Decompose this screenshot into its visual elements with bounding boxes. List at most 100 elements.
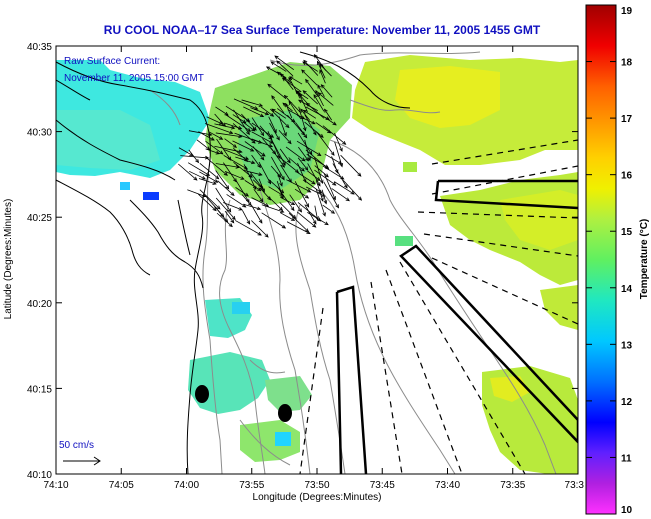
sst-pixel <box>120 182 130 190</box>
current-vector <box>315 188 326 217</box>
current-vector <box>282 102 293 112</box>
current-vector <box>274 55 295 71</box>
current-vector <box>215 163 240 169</box>
current-vector <box>323 181 339 209</box>
current-vector <box>297 157 309 171</box>
current-vector <box>205 140 224 155</box>
current-vector <box>297 162 307 183</box>
current-vector <box>253 188 264 203</box>
current-vector <box>315 89 324 107</box>
current-vector <box>241 99 264 107</box>
current-vector <box>197 193 217 212</box>
y-axis-ticks: 40:35 40:30 40:25 40:20 40:15 40:10 <box>27 42 578 481</box>
current-vector <box>288 157 305 172</box>
current-vector <box>298 99 318 111</box>
colorbar-tick-label: 15 <box>621 227 633 238</box>
current-vector <box>302 90 319 105</box>
current-vector <box>222 202 243 211</box>
current-vector <box>233 109 250 136</box>
colorbar-tick-label: 14 <box>621 284 633 295</box>
current-vector <box>320 84 333 98</box>
coastline <box>56 51 411 474</box>
colorbar-label: Temperature (°C) <box>639 219 650 300</box>
sst-patch-northeast-warm <box>395 66 500 128</box>
current-vector <box>261 212 287 229</box>
sst-patch-south <box>188 352 270 414</box>
current-vector <box>296 171 316 185</box>
current-vector <box>223 162 237 183</box>
current-vector <box>313 94 325 112</box>
current-vector <box>199 171 219 183</box>
current-vector <box>214 123 236 130</box>
current-vector <box>187 162 211 176</box>
colorbar-tick-label: 10 <box>621 505 633 516</box>
current-vector <box>199 162 220 180</box>
colorbar-ticks: 19 18 17 16 15 14 13 12 11 10 <box>586 4 633 516</box>
current-vector <box>269 122 280 141</box>
current-vector <box>286 221 311 235</box>
sst-pixel-cold <box>143 192 159 200</box>
current-vector <box>243 169 263 177</box>
current-vector <box>278 116 287 137</box>
surface-current-vectors <box>178 53 363 238</box>
current-vector <box>224 149 250 160</box>
current-vector <box>251 154 261 169</box>
y-tick-label: 40:30 <box>27 128 52 139</box>
current-vector <box>280 196 296 206</box>
current-vector <box>304 121 324 138</box>
current-vector <box>242 203 262 211</box>
current-vector <box>334 141 344 168</box>
current-vector <box>235 187 250 197</box>
current-vector <box>241 194 252 207</box>
current-vector <box>225 114 252 132</box>
y-tick-label: 40:35 <box>27 42 52 53</box>
current-vector <box>252 146 265 161</box>
current-vector <box>305 181 323 194</box>
station-marker <box>195 385 209 403</box>
current-vector <box>243 122 256 132</box>
colorbar-tick-label: 17 <box>621 114 633 125</box>
sst-pixel <box>395 236 413 246</box>
current-vector <box>250 107 270 116</box>
current-vector <box>332 163 348 189</box>
x-tick-label: 73:35 <box>500 480 525 491</box>
current-vector <box>303 59 319 76</box>
current-vector <box>260 106 275 117</box>
current-vector <box>244 180 262 191</box>
current-label: Raw Surface Current: <box>64 56 160 67</box>
current-vector <box>307 170 321 181</box>
current-vector <box>289 194 303 213</box>
current-vector <box>295 122 308 139</box>
current-vector <box>199 189 221 210</box>
current-vector <box>283 94 301 113</box>
current-vector <box>295 89 309 105</box>
current-vector <box>279 148 291 164</box>
current-vector <box>276 60 294 77</box>
current-vector <box>189 170 207 180</box>
current-vector <box>270 156 285 181</box>
current-vector <box>314 205 319 221</box>
current-vector <box>314 169 337 186</box>
current-vector <box>316 131 335 156</box>
current-vector <box>278 129 292 145</box>
x-axis-label: Longitude (Degrees:Minutes) <box>253 492 382 503</box>
current-vector <box>223 155 249 170</box>
current-vector <box>324 116 337 126</box>
current-vector <box>306 102 325 119</box>
current-vector <box>271 108 287 119</box>
colorbar-tick-label: 19 <box>621 6 633 17</box>
current-vector <box>178 163 198 181</box>
colorbar-gradient <box>585 4 617 515</box>
current-vector <box>232 140 255 152</box>
y-tick-label: 40:10 <box>27 470 52 481</box>
current-vector <box>268 196 284 211</box>
x-axis-ticks: 74:10 74:05 74:00 73:55 73:50 73:45 73:40 73:35… <box>43 46 584 491</box>
current-vector <box>205 157 228 176</box>
current-vector <box>288 100 302 120</box>
map-title: RU COOL NOAA–17 Sea Surface Temperature:… <box>104 23 541 37</box>
sst-patch-east-lower <box>540 285 578 330</box>
current-vector <box>280 212 296 221</box>
current-vector <box>297 114 316 125</box>
current-vector <box>324 108 333 121</box>
current-vector <box>296 140 322 157</box>
